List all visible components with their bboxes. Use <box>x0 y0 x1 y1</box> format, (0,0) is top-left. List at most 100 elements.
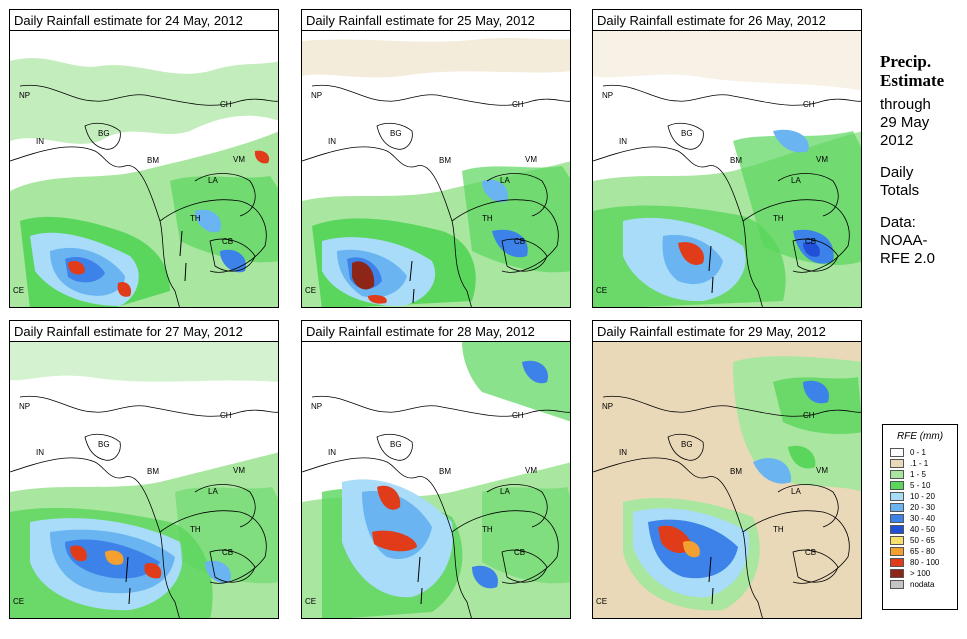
country-label-in: IN <box>328 448 336 457</box>
country-label-ch: CH <box>220 411 232 420</box>
legend-label: 30 - 40 <box>910 514 935 523</box>
country-label-bg: BG <box>681 440 693 449</box>
legend-swatch <box>890 481 904 490</box>
legend-swatch <box>890 569 904 578</box>
legend-item: 50 - 65 <box>890 535 957 546</box>
country-label-np: NP <box>19 402 31 411</box>
country-label-ce: CE <box>305 286 317 295</box>
country-label-vm: VM <box>525 466 537 475</box>
legend-swatch <box>890 514 904 523</box>
legend-item: nodata <box>890 579 957 590</box>
country-label-ch: CH <box>803 411 815 420</box>
country-label-cb: CB <box>805 548 817 557</box>
country-label-th: TH <box>482 525 493 534</box>
legend-swatch <box>890 536 904 545</box>
country-label-bg: BG <box>390 440 402 449</box>
panel-title: Daily Rainfall estimate for 28 May, 2012 <box>301 320 571 342</box>
country-label-np: NP <box>602 91 614 100</box>
country-label-la: LA <box>500 176 510 185</box>
side-data-label: Data: <box>880 214 916 231</box>
legend-title: RFE (mm) <box>896 431 944 442</box>
legend-item: 30 - 40 <box>890 513 957 524</box>
legend-label: > 100 <box>910 569 931 578</box>
legend-swatch <box>890 448 904 457</box>
country-label-cb: CB <box>222 237 234 246</box>
legend-label: 80 - 100 <box>910 558 940 567</box>
rainfall-map[interactable]: NP CH IN BG BM VM LA TH CB CE <box>592 341 862 619</box>
side-data-source1: NOAA- <box>880 232 928 249</box>
country-label-ce: CE <box>596 597 608 606</box>
country-label-th: TH <box>773 525 784 534</box>
rainfall-map[interactable]: NP CH IN BG BM VM LA TH CB CE <box>9 30 279 308</box>
legend-swatch <box>890 503 904 512</box>
country-label-ce: CE <box>596 286 608 295</box>
country-label-bg: BG <box>681 129 693 138</box>
legend-label: nodata <box>910 580 935 589</box>
country-label-bg: BG <box>98 440 110 449</box>
panel-title: Daily Rainfall estimate for 24 May, 2012 <box>9 9 279 31</box>
side-totals: Totals <box>880 182 920 199</box>
legend-item: 0 - 1 <box>890 447 957 458</box>
country-label-in: IN <box>619 137 627 146</box>
country-label-vm: VM <box>816 155 828 164</box>
side-date-line2: 2012 <box>880 132 914 149</box>
panel-title: Daily Rainfall estimate for 27 May, 2012 <box>9 320 279 342</box>
country-label-bm: BM <box>730 156 742 165</box>
panel-title: Daily Rainfall estimate for 29 May, 2012 <box>592 320 862 342</box>
country-label-bg: BG <box>98 129 110 138</box>
country-label-ch: CH <box>220 100 232 109</box>
legend-item: > 100 <box>890 568 957 579</box>
side-title-line2: Estimate <box>880 71 945 90</box>
country-label-bm: BM <box>147 156 159 165</box>
side-date-line1: 29 May <box>880 114 930 131</box>
legend-item: 5 - 10 <box>890 480 957 491</box>
country-label-th: TH <box>190 525 201 534</box>
country-label-ce: CE <box>13 286 25 295</box>
country-label-in: IN <box>36 137 44 146</box>
country-label-th: TH <box>190 214 201 223</box>
country-label-np: NP <box>602 402 614 411</box>
rainfall-map[interactable]: NP CH IN BG BM VM LA TH CB CE <box>9 341 279 619</box>
legend-item: 40 - 50 <box>890 524 957 535</box>
country-label-np: NP <box>311 91 323 100</box>
legend-label: 65 - 80 <box>910 547 935 556</box>
country-label-bm: BM <box>439 156 451 165</box>
rainfall-map[interactable]: NP CH IN BG BM VM LA TH CB CE <box>592 30 862 308</box>
country-label-np: NP <box>311 402 323 411</box>
legend-item: .1 - 1 <box>890 458 957 469</box>
rainfall-map[interactable]: NP CH IN BG BM VM LA TH CB CE <box>301 30 571 308</box>
country-label-ch: CH <box>512 411 524 420</box>
legend-swatch <box>890 558 904 567</box>
country-label-la: LA <box>791 176 801 185</box>
rainfall-map[interactable]: NP CH IN BG BM VM LA TH CB CE <box>301 341 571 619</box>
country-label-la: LA <box>208 487 218 496</box>
legend-swatch <box>890 470 904 479</box>
country-label-ch: CH <box>512 100 524 109</box>
side-annotation: Precip. Estimate through 29 May 2012 Dai… <box>880 52 944 268</box>
country-label-vm: VM <box>233 155 245 164</box>
side-daily: Daily <box>880 164 914 181</box>
legend-label: 5 - 10 <box>910 481 931 490</box>
country-label-cb: CB <box>514 548 526 557</box>
legend-swatch <box>890 492 904 501</box>
country-label-cb: CB <box>222 548 234 557</box>
legend-swatch <box>890 547 904 556</box>
legend: RFE (mm) 0 - 1 .1 - 1 1 - 5 5 - 10 10 - 20 20… <box>882 424 958 610</box>
country-label-vm: VM <box>233 466 245 475</box>
country-label-np: NP <box>19 91 31 100</box>
country-label-la: LA <box>208 176 218 185</box>
country-label-in: IN <box>619 448 627 457</box>
country-label-in: IN <box>36 448 44 457</box>
legend-item: 80 - 100 <box>890 557 957 568</box>
side-data-source2: RFE 2.0 <box>880 250 936 267</box>
side-title-line1: Precip. <box>880 52 932 71</box>
country-label-bm: BM <box>730 467 742 476</box>
legend-item: 10 - 20 <box>890 491 957 502</box>
country-label-vm: VM <box>816 466 828 475</box>
panel-title: Daily Rainfall estimate for 25 May, 2012 <box>301 9 571 31</box>
country-label-th: TH <box>773 214 784 223</box>
country-label-in: IN <box>328 137 336 146</box>
legend-item: 65 - 80 <box>890 546 957 557</box>
country-label-ce: CE <box>13 597 25 606</box>
legend-item: 1 - 5 <box>890 469 957 480</box>
